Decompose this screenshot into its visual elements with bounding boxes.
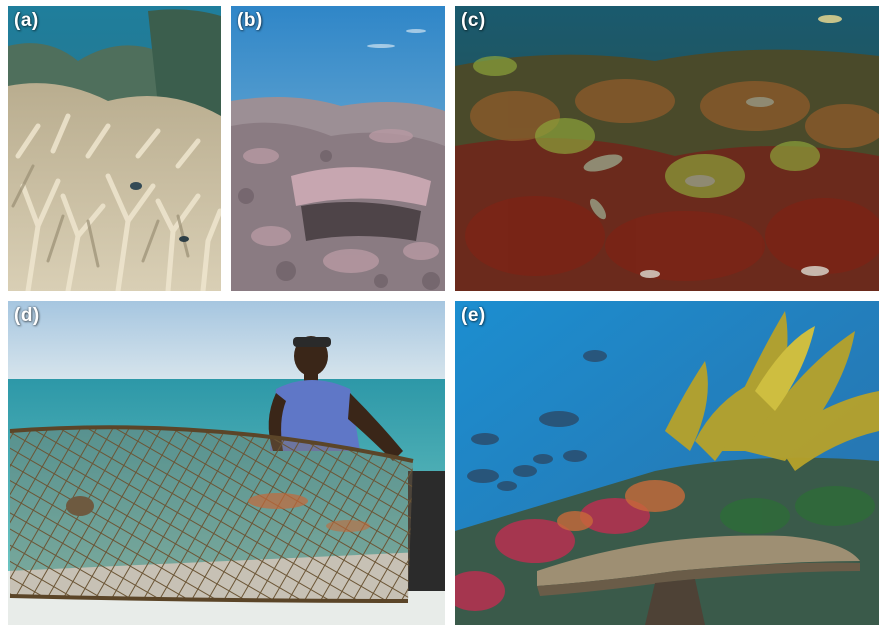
panel-c-label: (c)	[461, 10, 486, 31]
photo-panel-b: (b)	[231, 6, 445, 291]
panel-a-label: (a)	[14, 10, 39, 31]
photo-panel-d: (d)	[8, 301, 445, 625]
photo-kelp-and-table-coral	[455, 301, 879, 625]
photo-bleached-coral	[8, 6, 221, 291]
photo-fisher-with-trap	[8, 301, 445, 625]
panel-d-label: (d)	[14, 305, 40, 326]
photo-panel-c: (c)	[455, 6, 879, 291]
photo-degraded-reef	[231, 6, 445, 291]
panel-b-label: (b)	[237, 10, 263, 31]
photo-panel-e: (e)	[455, 301, 879, 625]
photo-panel-a: (a)	[8, 6, 221, 291]
panel-e-label: (e)	[461, 305, 486, 326]
photo-macroalgae-reef	[455, 6, 879, 291]
